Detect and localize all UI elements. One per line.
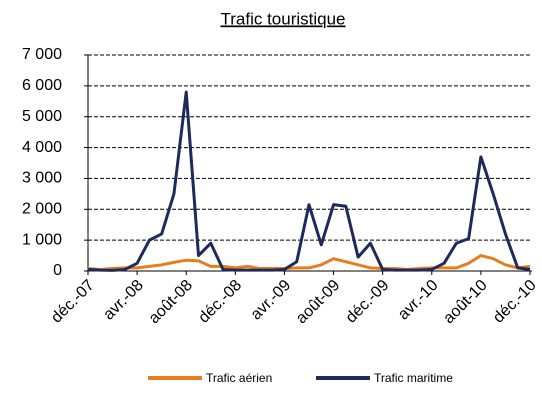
x-tick-label: avr.-10 xyxy=(395,277,442,324)
legend-label: Trafic maritime xyxy=(374,371,453,385)
series-line xyxy=(87,90,531,272)
x-tick-label: août-10 xyxy=(440,277,490,327)
x-tick-label: déc.-07 xyxy=(48,277,98,327)
x-tick-label: avr.-09 xyxy=(248,277,295,324)
legend-label: Trafic aérien xyxy=(206,371,272,385)
x-tick-label: déc.-10 xyxy=(490,277,540,327)
x-tick-label: déc.-08 xyxy=(195,277,245,327)
y-tick-label: 0 xyxy=(53,262,62,279)
y-tick-label: 3 000 xyxy=(22,170,62,187)
y-tick-label: 2 000 xyxy=(22,201,62,218)
y-tick-label: 7 000 xyxy=(22,46,62,63)
x-tick-label: août-08 xyxy=(146,277,196,327)
series-line xyxy=(87,254,531,271)
x-tick-label: déc.-09 xyxy=(343,277,393,327)
y-tick-label: 6 000 xyxy=(22,77,62,94)
chart-title: Trafic touristique xyxy=(220,9,345,28)
y-tick-label: 4 000 xyxy=(22,139,62,156)
y-tick-label: 5 000 xyxy=(22,108,62,125)
x-tick-label: avr.-08 xyxy=(100,277,147,324)
y-tick-label: 1 000 xyxy=(22,231,62,248)
x-tick-label: août-09 xyxy=(293,277,343,327)
